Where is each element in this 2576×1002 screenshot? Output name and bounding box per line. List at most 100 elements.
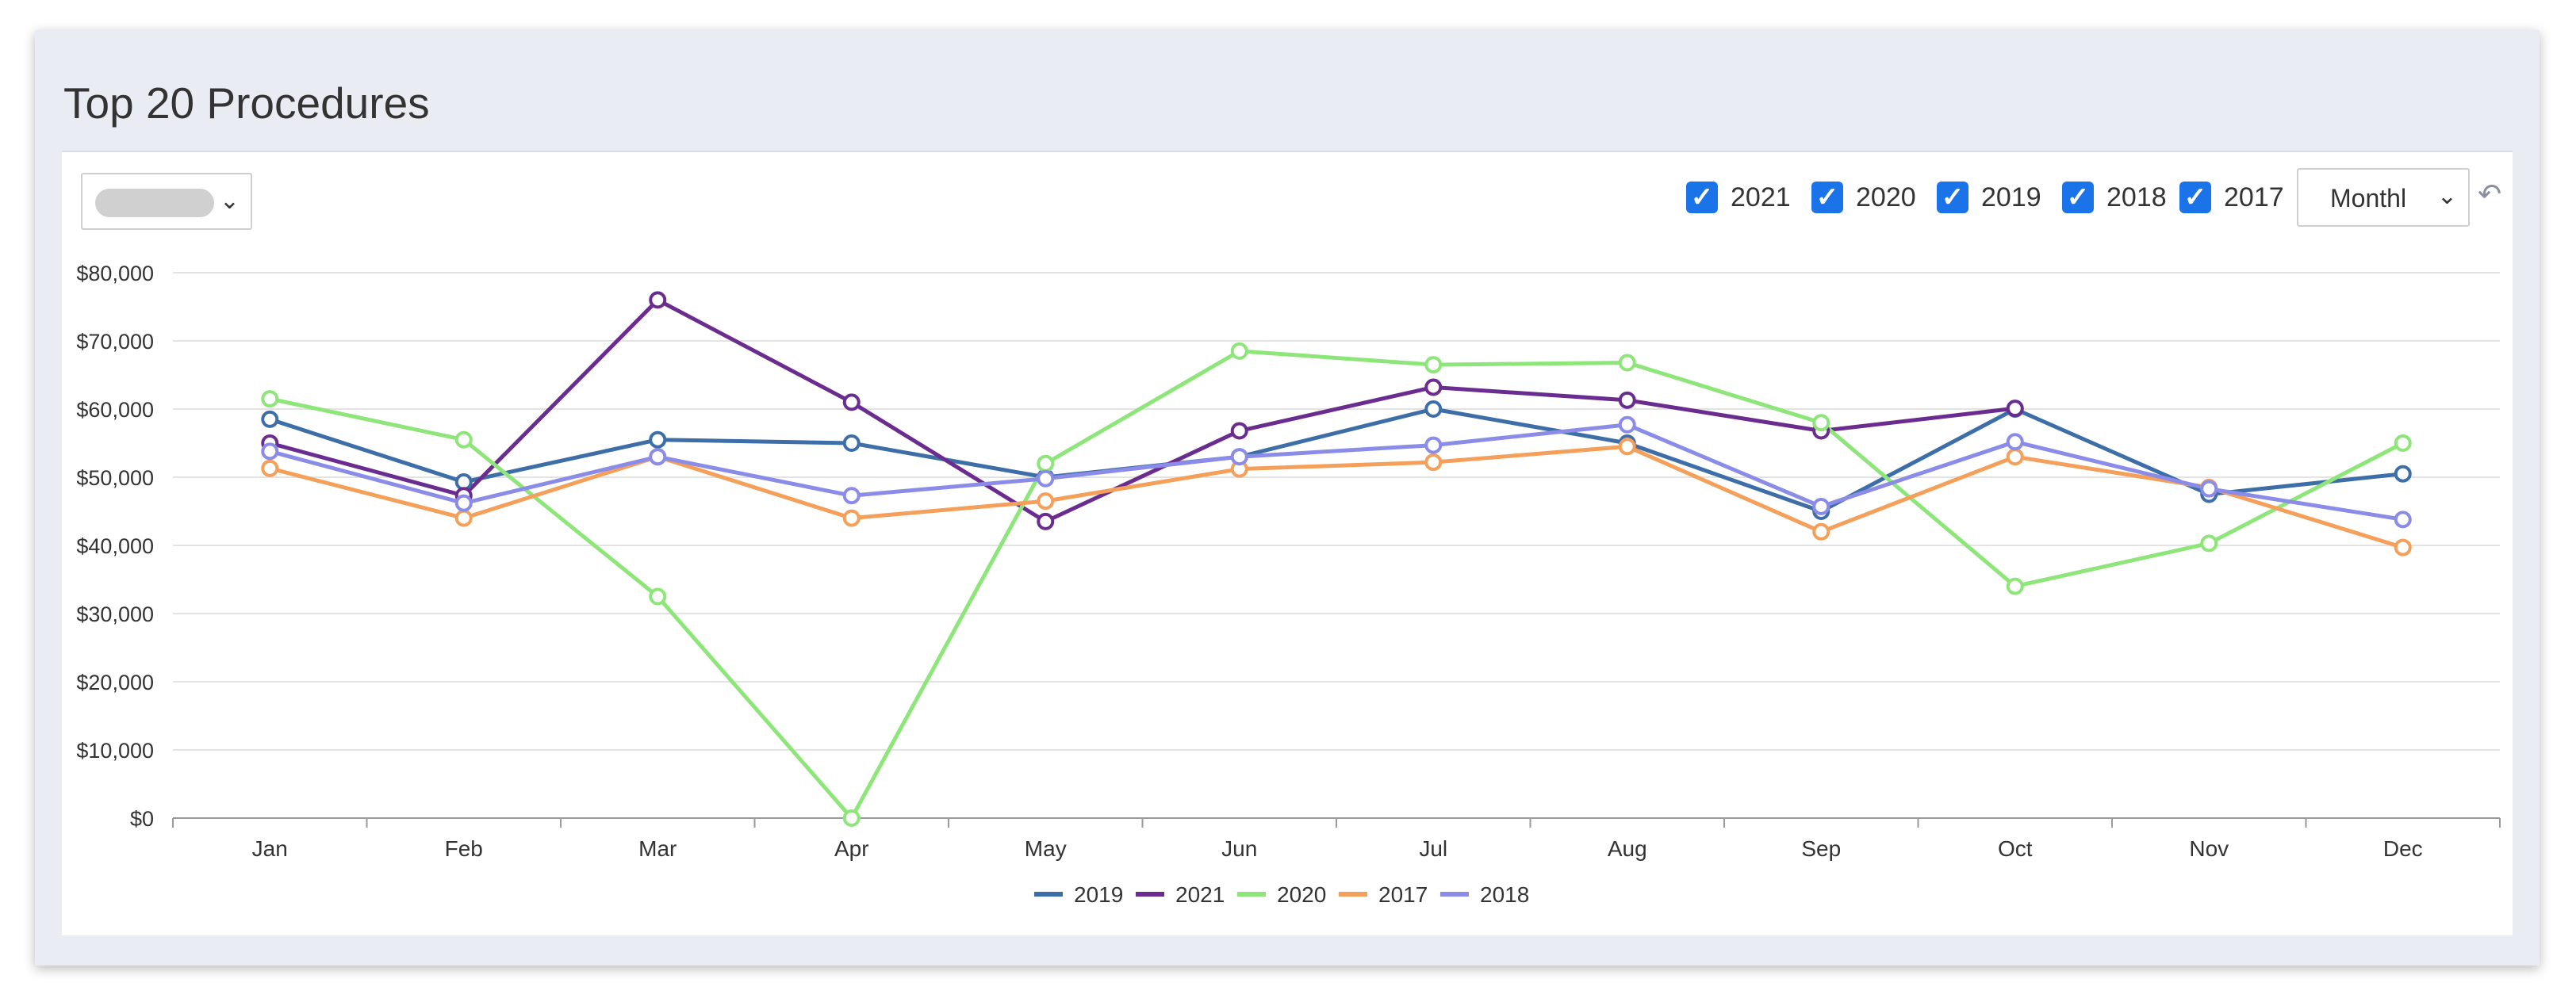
legend-label: 2020 [1277, 882, 1326, 907]
series-line-2020 [269, 349, 2404, 820]
toggle-2020[interactable]: ✓ 2020 [1811, 179, 1916, 216]
data-point-2017 [1424, 453, 1443, 472]
x-tick-label: Oct [1998, 836, 2033, 861]
x-tick-label: Sep [1801, 836, 1841, 861]
y-tick-label: $0 [130, 807, 154, 831]
series-line-2017 [269, 444, 2404, 549]
toggle-2017[interactable]: ✓ 2017 [2179, 179, 2284, 216]
y-tick-label: $80,000 [76, 262, 154, 285]
data-point-2018 [649, 448, 667, 466]
toggle-label: 2020 [1856, 182, 1916, 212]
data-point-2020 [649, 587, 667, 606]
data-point-2017 [842, 509, 861, 527]
data-point-2018 [1037, 469, 1055, 488]
undo-icon[interactable]: ↶ [2478, 178, 2502, 210]
data-point-2018 [1812, 497, 1830, 515]
data-point-2018 [1424, 436, 1443, 454]
legend-label: 2019 [1074, 882, 1123, 907]
data-point-2017 [454, 509, 473, 527]
checkbox-checked-icon[interactable]: ✓ [2179, 182, 2211, 213]
data-point-2019 [2394, 465, 2412, 483]
data-point-2017 [2394, 538, 2412, 556]
checkbox-checked-icon[interactable]: ✓ [1686, 182, 1718, 213]
data-point-2019 [261, 410, 279, 428]
y-tick-label: $40,000 [76, 534, 154, 558]
toggle-2018[interactable]: ✓ 2018 [2062, 179, 2167, 216]
x-tick-label: Jan [252, 836, 288, 861]
y-tick-label: $20,000 [76, 671, 154, 694]
x-tick-label: Dec [2383, 836, 2423, 861]
x-tick-label: Aug [1608, 836, 1647, 861]
series-line-2021 [269, 297, 2016, 524]
data-point-2020 [1618, 354, 1636, 372]
data-point-2020 [1812, 414, 1830, 432]
series-line-2018 [269, 423, 2404, 522]
data-point-2020 [2200, 534, 2218, 553]
data-point-2019 [649, 430, 667, 449]
chart-card [62, 151, 2513, 935]
page-title: Top 20 Procedures [63, 78, 430, 128]
x-tick-label: Feb [445, 836, 483, 861]
x-tick-label: Nov [2189, 836, 2229, 861]
data-point-2020 [261, 390, 279, 408]
toggle-label: 2019 [1981, 182, 2041, 212]
toggle-2019[interactable]: ✓ 2019 [1937, 179, 2041, 216]
toggle-label: 2017 [2224, 182, 2284, 212]
data-point-2021 [649, 291, 667, 309]
data-point-2020 [1037, 454, 1055, 472]
checkbox-checked-icon[interactable]: ✓ [2062, 182, 2094, 213]
legend-label: 2017 [1378, 882, 1428, 907]
data-point-2017 [2006, 448, 2024, 466]
chevron-down-icon: ⌄ [2436, 183, 2457, 209]
y-tick-label: $30,000 [76, 602, 154, 626]
checkbox-checked-icon[interactable]: ✓ [1937, 182, 1968, 213]
x-tick-label: Apr [834, 836, 869, 861]
toggle-2021[interactable]: ✓ 2021 [1686, 179, 1791, 216]
checkbox-checked-icon[interactable]: ✓ [1811, 182, 1843, 213]
category-select-value [95, 189, 214, 217]
data-point-2018 [2394, 511, 2412, 529]
data-point-2018 [454, 494, 473, 512]
data-point-2020 [454, 430, 473, 449]
period-select-value: Monthl [2330, 184, 2407, 212]
y-tick-label: $60,000 [76, 398, 154, 422]
data-point-2020 [1230, 342, 1248, 360]
toggle-label: 2021 [1731, 182, 1791, 212]
category-select[interactable]: ⌄ [81, 173, 252, 230]
period-select[interactable]: Monthl ⌄ [2297, 168, 2470, 227]
data-point-2021 [1424, 378, 1443, 396]
legend-label: 2021 [1175, 882, 1225, 907]
data-point-2020 [1424, 356, 1443, 374]
y-tick-label: $70,000 [76, 330, 154, 354]
x-tick-label: May [1025, 836, 1067, 861]
data-point-2018 [1230, 448, 1248, 466]
chevron-down-icon: ⌄ [219, 188, 240, 214]
data-point-2018 [2200, 480, 2218, 498]
data-point-2017 [1618, 438, 1636, 456]
data-point-2020 [2394, 434, 2412, 452]
series-line-2019 [269, 407, 2404, 514]
data-point-2020 [2006, 577, 2024, 595]
data-point-2018 [842, 487, 861, 505]
x-tick-label: Mar [638, 836, 677, 861]
x-tick-label: Jul [1419, 836, 1447, 861]
data-point-2018 [2006, 433, 2024, 451]
x-tick-label: Jun [1221, 836, 1257, 861]
data-point-2021 [1618, 391, 1636, 409]
data-point-2019 [1424, 400, 1443, 418]
y-tick-label: $10,000 [76, 739, 154, 763]
data-point-2018 [1618, 415, 1636, 434]
data-point-2018 [261, 442, 279, 461]
legend-label: 2018 [1480, 882, 1529, 907]
y-tick-label: $50,000 [76, 466, 154, 490]
data-point-2017 [261, 459, 279, 477]
data-point-2017 [1812, 522, 1830, 541]
data-point-2021 [2006, 400, 2024, 418]
data-point-2020 [842, 809, 861, 827]
toggle-label: 2018 [2106, 182, 2167, 212]
data-point-2017 [1037, 492, 1055, 511]
data-point-2021 [842, 393, 861, 411]
data-point-2021 [1230, 422, 1248, 440]
data-point-2019 [842, 434, 861, 452]
